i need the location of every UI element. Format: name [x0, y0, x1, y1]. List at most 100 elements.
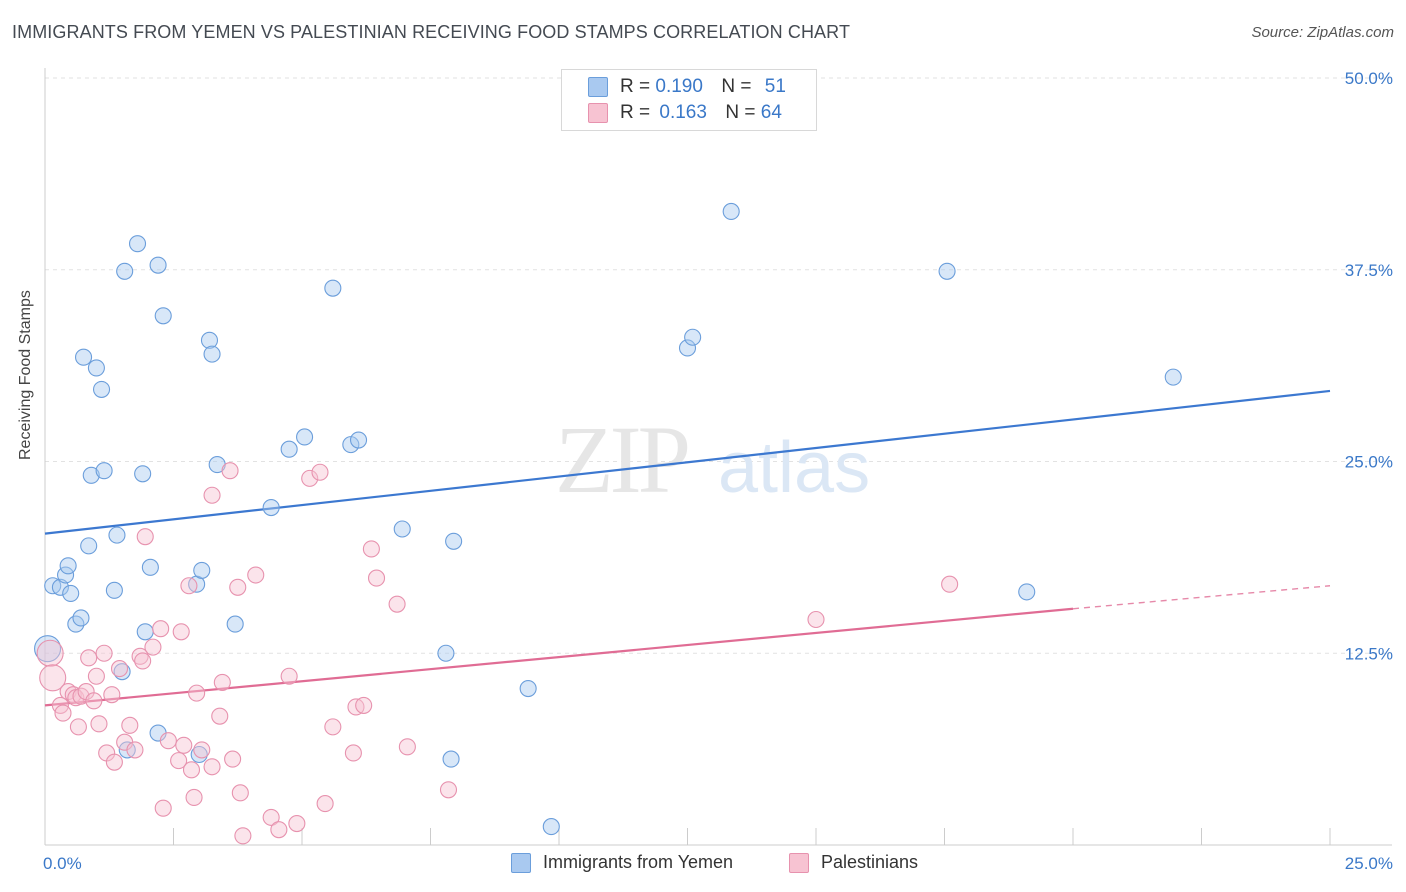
point-palestinians	[280, 667, 298, 685]
point-yemen	[105, 581, 123, 599]
point-palestinians	[311, 463, 329, 481]
legend-swatch-palestinians	[789, 852, 809, 873]
legend-row-palestinians: R = 0.163 N = 64	[588, 101, 782, 125]
point-yemen	[280, 440, 298, 458]
point-palestinians	[355, 696, 373, 714]
legend-n-value-palestinians: 64	[760, 102, 782, 123]
point-palestinians	[224, 750, 242, 768]
point-palestinians	[301, 469, 319, 487]
point-yemen	[134, 465, 152, 483]
grid-lines	[45, 77, 1392, 654]
point-yemen	[193, 561, 211, 579]
point-yemen	[324, 279, 342, 297]
trend-line-palestinians	[44, 607, 1074, 707]
point-palestinians	[203, 486, 221, 504]
point-yemen	[75, 348, 93, 366]
point-palestinians	[807, 610, 825, 629]
point-palestinians	[316, 795, 334, 813]
x-tick-label: 0.0%	[43, 854, 82, 873]
point-palestinians	[159, 732, 177, 750]
point-palestinians	[211, 707, 229, 725]
point-yemen	[542, 818, 560, 836]
point-palestinians	[144, 638, 162, 656]
point-palestinians	[188, 684, 206, 702]
point-yemen	[80, 537, 98, 555]
y-tick-label: 12.5%	[1345, 644, 1393, 663]
point-palestinians	[170, 752, 188, 770]
point-yemen	[92, 380, 111, 398]
point-palestinians	[54, 704, 72, 722]
point-palestinians	[367, 569, 386, 587]
point-palestinians	[182, 761, 201, 779]
watermark-zip: ZIP	[555, 406, 688, 513]
point-palestinians	[221, 462, 239, 480]
point-palestinians	[121, 716, 139, 734]
source-label: Source: ZipAtlas.com	[1251, 24, 1394, 41]
legend-label-yemen: Immigrants from Yemen	[543, 852, 734, 872]
point-palestinians	[941, 575, 959, 593]
point-palestinians	[90, 715, 108, 733]
point-palestinians	[80, 649, 98, 667]
point-yemen	[262, 498, 280, 517]
data-points	[34, 202, 1182, 845]
point-palestinians	[126, 741, 144, 759]
point-palestinians	[95, 644, 113, 662]
point-yemen	[722, 202, 740, 221]
legend-swatch-yemen	[588, 77, 608, 97]
point-palestinians	[344, 744, 362, 762]
point-palestinians	[231, 784, 249, 802]
legend-n-label: N =	[721, 76, 752, 97]
watermark: ZIP atlas	[555, 406, 870, 513]
point-palestinians	[175, 736, 193, 754]
point-yemen	[445, 532, 463, 550]
point-palestinians	[134, 652, 152, 670]
point-yemen	[938, 262, 956, 280]
point-yemen	[684, 328, 702, 346]
watermark-atlas: atlas	[718, 428, 870, 508]
x-tick-label: 25.0%	[1345, 854, 1393, 873]
legend-n-value-yemen: 51	[764, 76, 786, 97]
trend-line-palestinians-extension	[1072, 585, 1331, 610]
legend-r-value-yemen: 0.190	[655, 76, 703, 97]
point-yemen	[190, 745, 208, 764]
point-yemen	[442, 750, 460, 768]
point-yemen	[59, 557, 77, 575]
point-palestinians	[103, 686, 121, 704]
point-yemen	[87, 359, 105, 377]
point-yemen	[519, 679, 537, 698]
point-palestinians	[193, 741, 211, 759]
legend-item-palestinians: Palestinians	[789, 852, 918, 873]
legend-r-value-palestinians: 0.163	[659, 102, 707, 123]
legend-swatch-palestinians	[588, 103, 608, 123]
point-yemen	[393, 520, 411, 538]
point-yemen	[203, 345, 221, 363]
point-palestinians	[85, 692, 103, 710]
point-yemen	[141, 558, 159, 576]
point-palestinians	[172, 623, 190, 641]
point-palestinians	[388, 595, 406, 613]
point-yemen	[72, 609, 90, 627]
point-yemen	[1164, 368, 1182, 386]
point-palestinians	[270, 821, 288, 839]
point-palestinians	[288, 814, 306, 833]
legend-n-label: N =	[725, 102, 756, 123]
point-palestinians	[69, 718, 87, 736]
point-palestinians	[154, 799, 172, 817]
point-yemen	[34, 635, 62, 663]
point-yemen	[82, 466, 100, 484]
point-yemen	[226, 615, 244, 633]
legend-r-label: R =	[620, 76, 651, 97]
point-palestinians	[229, 578, 247, 596]
legend-swatch-yemen	[511, 852, 531, 873]
point-yemen	[200, 331, 219, 349]
legend-label-palestinians: Palestinians	[821, 852, 919, 872]
point-palestinians	[439, 781, 458, 799]
stats-legend: R = 0.190 N = 51 R = 0.163 N = 64	[561, 69, 817, 131]
point-palestinians	[247, 566, 265, 584]
point-yemen	[136, 623, 154, 641]
point-yemen	[437, 644, 455, 662]
point-palestinians	[110, 660, 129, 678]
point-palestinians	[136, 528, 154, 546]
point-yemen	[116, 262, 134, 280]
